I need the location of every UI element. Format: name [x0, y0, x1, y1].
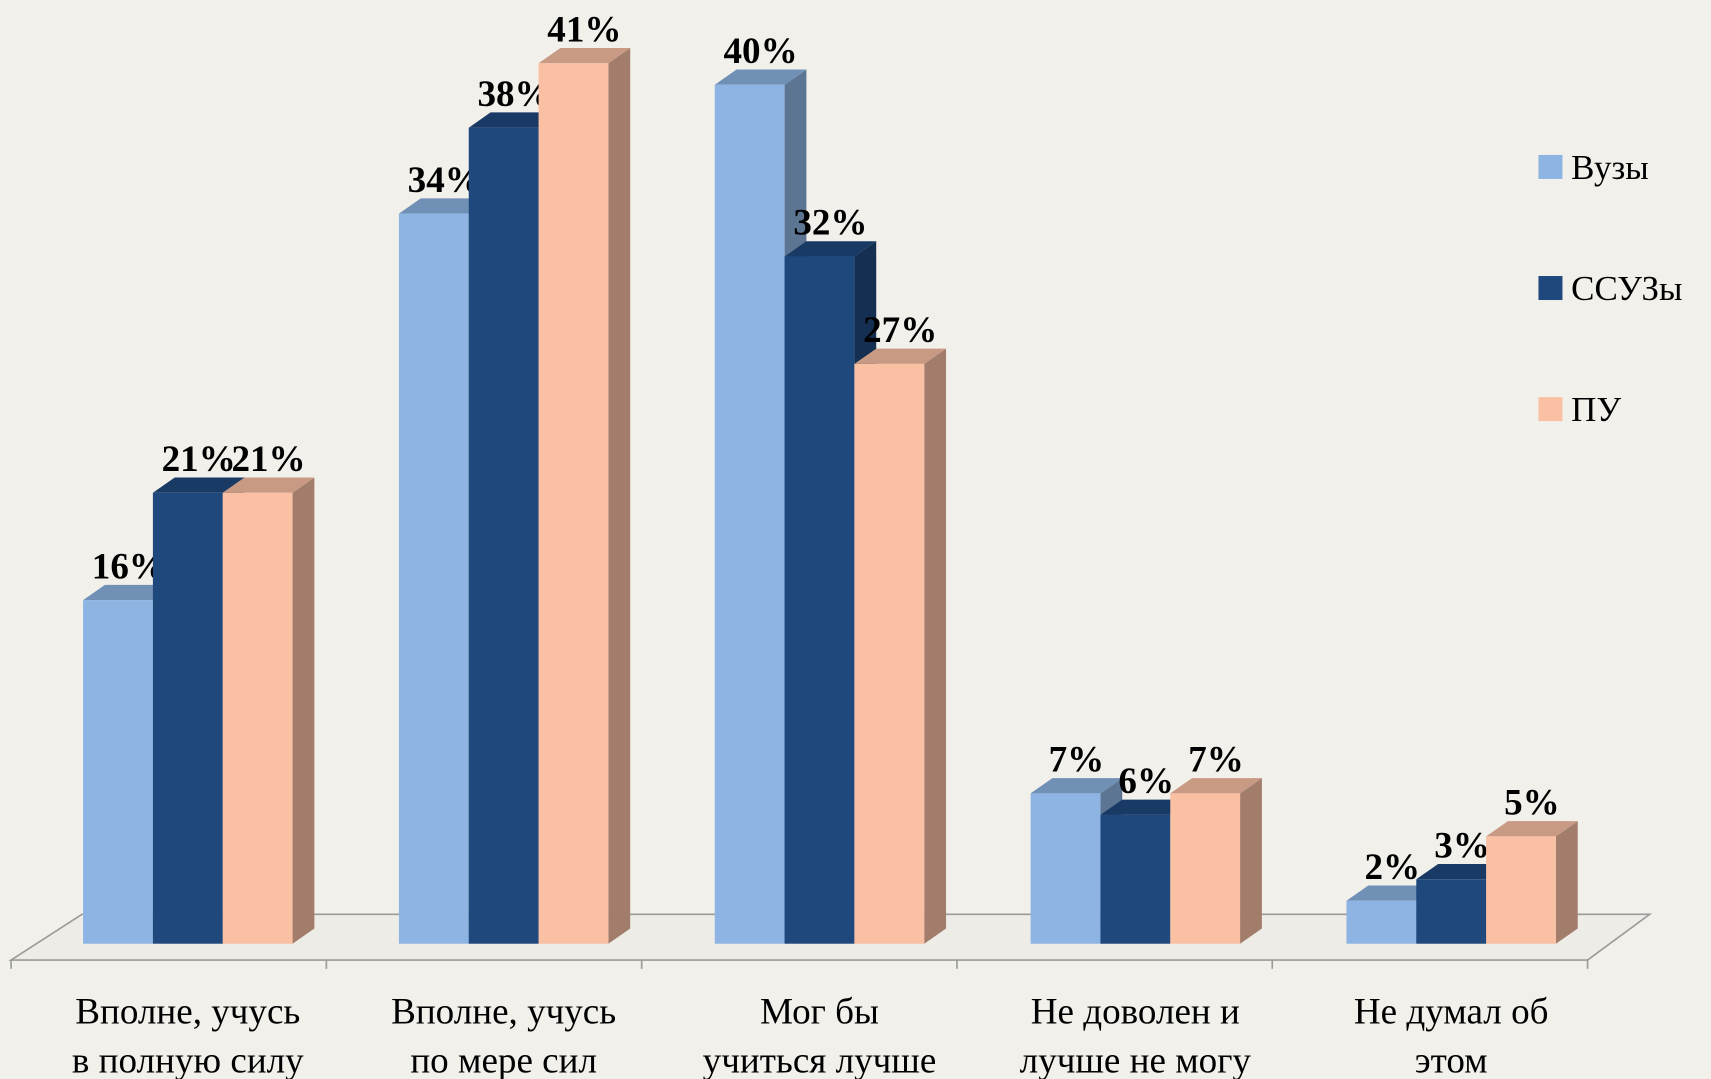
legend-label: ПУ — [1571, 390, 1621, 429]
bar-front — [1030, 793, 1101, 944]
bar-top — [1416, 864, 1508, 880]
x-tick-label: этом — [1415, 1040, 1488, 1079]
value-label: 7% — [1188, 740, 1244, 781]
bar-side — [608, 48, 631, 944]
value-label: 32% — [793, 203, 867, 244]
x-tick-label: Не доволен и — [1031, 991, 1240, 1032]
value-label: 6% — [1118, 761, 1174, 802]
value-label: 40% — [724, 31, 798, 72]
value-label: 27% — [863, 310, 937, 351]
legend-swatch — [1538, 276, 1563, 301]
x-tick-label: в полную силу — [72, 1040, 304, 1079]
x-tick-label: по мере сил — [410, 1040, 597, 1079]
x-tick-label: Мог бы — [760, 991, 879, 1032]
bar-front — [152, 492, 223, 944]
x-tick-label: лучше не могу — [1020, 1040, 1252, 1079]
value-label: 2% — [1364, 847, 1420, 888]
value-label: 7% — [1049, 740, 1105, 781]
bar-side — [292, 477, 315, 944]
legend-swatch — [1538, 154, 1563, 179]
bar-top — [152, 477, 245, 493]
bar — [538, 48, 631, 944]
bar — [1486, 821, 1578, 944]
bar — [222, 477, 315, 944]
bar-top — [1346, 885, 1439, 901]
bar-front — [714, 84, 785, 944]
bar-front — [468, 127, 539, 944]
legend-label: ССУЗы — [1571, 269, 1682, 308]
bar-front — [83, 600, 153, 944]
value-label: 3% — [1434, 825, 1490, 866]
legend-label: Вузы — [1571, 148, 1649, 187]
bar-side — [1555, 821, 1578, 944]
value-label: 21% — [231, 439, 305, 480]
bar-top — [1030, 778, 1123, 794]
value-label: 21% — [162, 439, 236, 480]
bar-front — [1170, 793, 1241, 944]
value-label: 5% — [1504, 783, 1560, 824]
bar-front — [1416, 879, 1487, 944]
value-label: 41% — [547, 9, 621, 50]
bar-front — [1100, 814, 1171, 944]
bar — [854, 348, 947, 944]
bar-top — [714, 69, 807, 85]
bar-front — [398, 213, 469, 944]
bar-front — [784, 256, 855, 944]
bar-front — [538, 63, 609, 944]
bar-top — [538, 48, 631, 64]
x-tick-label: Не думал об — [1354, 991, 1549, 1032]
bar-top — [468, 112, 561, 128]
bar-top — [1170, 778, 1262, 794]
x-tick-label: учиться лучше — [703, 1040, 937, 1079]
bar-top — [1100, 799, 1193, 815]
x-tick-label: Вполне, учусь — [75, 991, 300, 1032]
x-tick-label: Вполне, учусь — [391, 991, 616, 1032]
bar-top — [83, 584, 175, 601]
bar-front — [1346, 900, 1417, 944]
bar-front — [222, 492, 293, 944]
bar-front — [854, 363, 925, 944]
legend-swatch — [1538, 397, 1563, 422]
bar-top — [854, 348, 947, 364]
bar — [1170, 778, 1262, 944]
bar-top — [1486, 821, 1578, 837]
bar-top — [398, 198, 491, 214]
floor-ticks — [10, 960, 1589, 969]
bar-side — [924, 348, 947, 944]
bar-top — [784, 241, 877, 257]
bar-side — [1240, 778, 1262, 944]
bar-front — [1486, 836, 1556, 944]
bar-top — [222, 477, 315, 493]
